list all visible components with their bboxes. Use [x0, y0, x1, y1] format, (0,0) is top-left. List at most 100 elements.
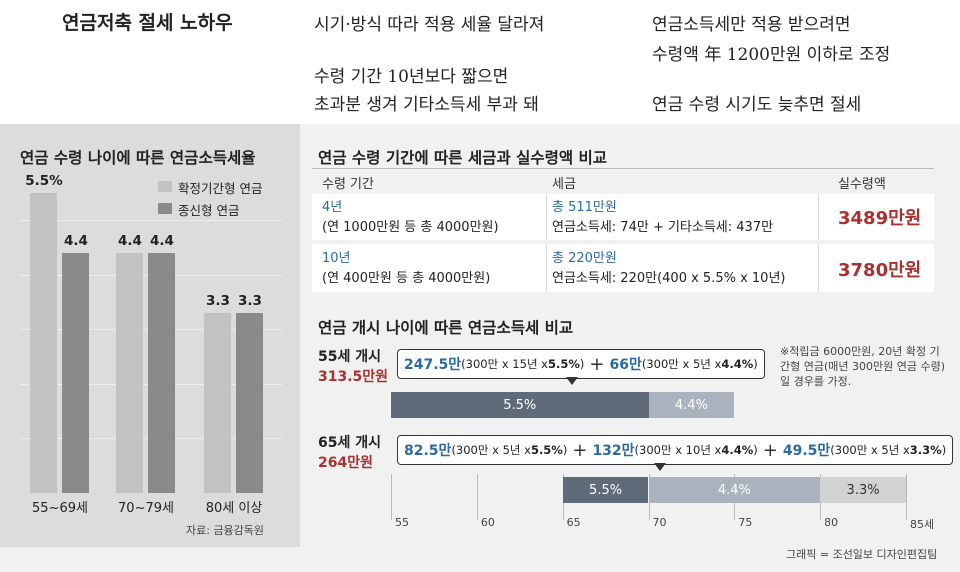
bar — [30, 193, 57, 493]
col-divider — [546, 194, 547, 240]
plus-sign: + — [572, 439, 588, 461]
bar-value-label: 4.4 — [64, 233, 88, 249]
callout-amount: 49.5만 — [782, 443, 831, 459]
callout-amount: 132만 — [592, 443, 635, 459]
bar-segment: 3.3% — [820, 477, 906, 503]
table-top-rule — [312, 168, 934, 169]
tip-4: 연금소득세만 적용 받으려면 — [652, 15, 851, 35]
callout-rate: 5.5% — [530, 443, 563, 457]
bar-segment: 5.5% — [562, 477, 649, 503]
graphic-credit: 그래픽 = 조선일보 디자인편집팀 — [786, 548, 938, 561]
source-note: 자료: 금융감독원 — [186, 524, 265, 537]
callout-amount: 82.5만 — [404, 443, 452, 459]
tip-1: 시기·방식 따라 적용 세율 달라져 — [314, 15, 545, 35]
segment-label: 3.3% — [846, 482, 880, 498]
row1-net: 3489만원 — [838, 208, 922, 229]
segment-label: 4.4% — [674, 397, 708, 413]
callout-rate: 4.4% — [721, 357, 754, 371]
table-row — [312, 244, 934, 292]
tip-2: 수령 기간 10년보다 짧으면 — [314, 67, 509, 87]
row1-tax-detail: 연금소득세: 74만 + 기타소득세: 437만 — [552, 220, 774, 235]
x-tick-label: 55 — [395, 516, 409, 529]
callout-close: ) — [753, 443, 758, 457]
tip-3: 초과분 생겨 기타소득세 부과 돼 — [314, 95, 539, 115]
callout-close: ) — [562, 443, 568, 457]
tip-5: 수령액 年 1200만원 이하로 조정 — [652, 45, 891, 65]
segment-label: 5.5% — [589, 482, 623, 498]
row-start-label: 65세 개시 — [318, 435, 381, 451]
bar-value-label: 4.4 — [150, 233, 174, 249]
x-gridline — [391, 474, 392, 520]
row1-tax-total: 총 511만원 — [552, 200, 617, 215]
table-header-period: 수령 기간 — [322, 177, 374, 192]
row2-tax-detail: 연금소득세: 220만(400 x 5.5% x 10년) — [552, 271, 786, 286]
main-title: 연금저축 절세 노하우 — [62, 12, 233, 34]
bar-value-label: 4.4 — [118, 233, 142, 249]
callout-close: ) — [753, 357, 758, 371]
callout-detail: (300만 x 10년 x — [634, 443, 722, 457]
callout-pointer — [654, 463, 666, 471]
table-row — [312, 194, 934, 240]
callout-pointer — [566, 377, 578, 385]
left-chart-title: 연금 수령 나이에 따른 연금소득세율 — [20, 149, 256, 167]
tip-6: 연금 수령 시기도 늦추면 절세 — [652, 95, 862, 115]
bar — [236, 313, 263, 493]
callout-detail: (300만 x 5년 x — [451, 443, 531, 457]
callout-amount: 247.5만 — [404, 357, 462, 373]
x-tick-label: 70~79세 — [118, 501, 174, 516]
bar-value-label: 3.3 — [238, 293, 262, 309]
x-tick-label: 80세 이상 — [205, 501, 263, 516]
x-tick-label: 85세 — [910, 518, 935, 531]
bar — [204, 313, 231, 493]
formula-callout: 82.5만 (300만 x 5년 x 5.5%) +132만 (300만 x 10년 … — [397, 435, 954, 465]
assumption-note: ※적립금 6000만원, 20년 확정 기간형 연금(매년 300만원 연금 수… — [780, 345, 946, 388]
col-divider — [818, 194, 819, 240]
bar — [148, 253, 175, 493]
plus-sign: + — [762, 439, 778, 461]
segment-label: 4.4% — [717, 482, 751, 498]
callout-rate: 3.3% — [909, 443, 942, 457]
plus-sign: + — [589, 353, 605, 375]
callout-detail: (300만 x 5년 x — [830, 443, 910, 457]
age-chart-title: 연금 개시 나이에 따른 연금소득세 비교 — [318, 319, 574, 337]
gridline — [20, 220, 282, 222]
x-tick-label: 65 — [566, 516, 581, 529]
x-gridline — [476, 474, 478, 520]
x-gridline — [906, 474, 907, 520]
row-total: 313.5만원 — [318, 369, 389, 385]
formula-callout: 247.5만 (300만 x 15년 x 5.5%) +66만 (300만 x 5년 … — [397, 349, 765, 379]
bar — [62, 253, 89, 493]
callout-rate: 4.4% — [721, 443, 754, 457]
bar-value-label: 5.5% — [25, 173, 63, 189]
bar — [116, 253, 143, 493]
legend-swatch — [158, 203, 172, 214]
x-tick-label: 55~69세 — [32, 501, 88, 516]
row2-tax-total: 총 220만원 — [552, 251, 617, 266]
row2-period: 10년 — [322, 251, 351, 266]
col-divider — [546, 244, 547, 292]
x-tick-label: 60 — [480, 516, 495, 529]
bar-segment: 4.4% — [648, 477, 821, 503]
callout-detail: (300만 x 5년 x — [641, 357, 722, 371]
callout-close: ) — [579, 357, 585, 371]
table-title: 연금 수령 기간에 따른 세금과 실수령액 비교 — [318, 149, 608, 167]
row-start-label: 55세 개시 — [318, 349, 381, 365]
row1-period-detail: (연 1000만원 등 총 4000만원) — [322, 220, 499, 235]
row-total: 264만원 — [318, 455, 373, 471]
legend-label: 확정기간형 연금 — [178, 181, 263, 196]
legend-swatch — [158, 181, 172, 192]
row2-period-detail: (연 400만원 등 총 4000만원) — [322, 271, 491, 286]
segment-label: 5.5% — [503, 397, 537, 413]
table-header-net: 실수령액 — [838, 177, 886, 192]
bar-segment: 4.4% — [648, 392, 735, 418]
bar-value-label: 3.3 — [206, 293, 230, 309]
table-header-tax: 세금 — [552, 177, 576, 192]
callout-detail: (300만 x 15년 x — [461, 357, 548, 371]
x-tick-label: 70 — [652, 516, 667, 529]
col-divider — [818, 244, 819, 292]
callout-rate: 5.5% — [547, 357, 580, 371]
row2-net: 3780만원 — [838, 260, 922, 281]
callout-close: ) — [941, 443, 947, 457]
legend-label: 종신형 연금 — [178, 203, 240, 218]
callout-amount: 66만 — [609, 357, 642, 373]
